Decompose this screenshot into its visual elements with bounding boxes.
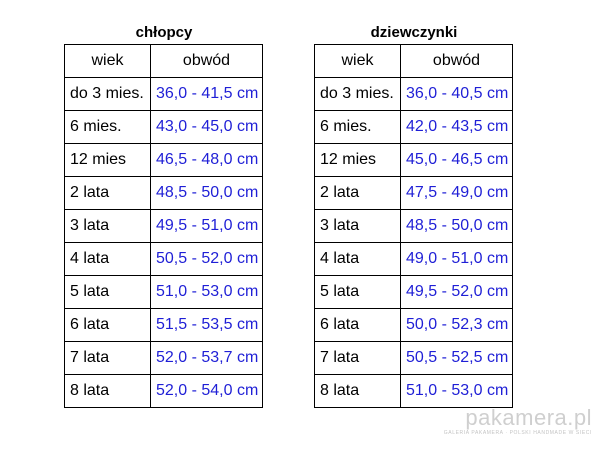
pakamera-watermark: pakamera.pl GALERIA PAKAMERA · POLSKI HA…: [432, 405, 592, 436]
table-row: 6 lata 50,0 - 52,3 cm: [314, 308, 513, 342]
boys-size-table: wiek obwód do 3 mies. 36,0 - 41,5 cm 6 mies.…: [64, 44, 263, 408]
table-row: 7 lata 50,5 - 52,5 cm: [314, 341, 513, 375]
table-row: 5 lata 51,0 - 53,0 cm: [64, 275, 263, 309]
table-row: 8 lata 52,0 - 54,0 cm: [64, 374, 263, 408]
table-row: 5 lata 49,5 - 52,0 cm: [314, 275, 513, 309]
circumference-cell: 36,0 - 41,5 cm: [150, 77, 263, 111]
age-cell: 3 lata: [64, 209, 151, 243]
circumference-cell: 50,5 - 52,5 cm: [400, 341, 513, 375]
circumference-cell: 43,0 - 45,0 cm: [150, 110, 263, 144]
table-row: 2 lata 48,5 - 50,0 cm: [64, 176, 263, 210]
circumference-cell: 42,0 - 43,5 cm: [400, 110, 513, 144]
circumference-cell: 50,0 - 52,3 cm: [400, 308, 513, 342]
age-cell: 6 lata: [314, 308, 401, 342]
age-cell: 2 lata: [314, 176, 401, 210]
age-cell: 2 lata: [64, 176, 151, 210]
age-cell: 12 mies: [314, 143, 401, 177]
table-row: 3 lata 48,5 - 50,0 cm: [314, 209, 513, 243]
age-cell: 12 mies: [64, 143, 151, 177]
watermark-logo: pakamera.pl: [465, 405, 592, 430]
age-cell: 7 lata: [64, 341, 151, 375]
age-cell: 6 lata: [64, 308, 151, 342]
circumference-cell: 46,5 - 48,0 cm: [150, 143, 263, 177]
girls-panel: dziewczynki wiek obwód do 3 mies. 36,0 - 40…: [314, 22, 513, 408]
table-row: 6 lata 51,5 - 53,5 cm: [64, 308, 263, 342]
age-cell: 4 lata: [314, 242, 401, 276]
circumference-cell: 52,0 - 54,0 cm: [150, 374, 263, 408]
table-row: 3 lata 49,5 - 51,0 cm: [64, 209, 263, 243]
circumference-cell: 50,5 - 52,0 cm: [150, 242, 263, 276]
table-row: 2 lata 47,5 - 49,0 cm: [314, 176, 513, 210]
circumference-cell: 51,0 - 53,0 cm: [400, 374, 513, 408]
age-cell: 8 lata: [64, 374, 151, 408]
circumference-cell: 47,5 - 49,0 cm: [400, 176, 513, 210]
circumference-cell: 49,0 - 51,0 cm: [400, 242, 513, 276]
circumference-cell: 45,0 - 46,5 cm: [400, 143, 513, 177]
girls-title: dziewczynki: [370, 24, 458, 41]
age-cell: do 3 mies.: [64, 77, 151, 111]
age-cell: 3 lata: [314, 209, 401, 243]
age-cell: 5 lata: [314, 275, 401, 309]
header-age: wiek: [314, 44, 401, 78]
table-row: 12 mies 46,5 - 48,0 cm: [64, 143, 263, 177]
table-row: do 3 mies. 36,0 - 41,5 cm: [64, 77, 263, 111]
age-cell: 4 lata: [64, 242, 151, 276]
header-circumference: obwód: [400, 44, 513, 78]
header-circumference: obwód: [150, 44, 263, 78]
circumference-cell: 49,5 - 51,0 cm: [150, 209, 263, 243]
table-row: 12 mies 45,0 - 46,5 cm: [314, 143, 513, 177]
table-row: 6 mies. 43,0 - 45,0 cm: [64, 110, 263, 144]
table-header-row: wiek obwód: [64, 44, 263, 78]
circumference-cell: 48,5 - 50,0 cm: [400, 209, 513, 243]
circumference-cell: 51,0 - 53,0 cm: [150, 275, 263, 309]
circumference-cell: 36,0 - 40,5 cm: [400, 77, 513, 111]
watermark-subtitle: GALERIA PAKAMERA · POLSKI HANDMADE W SIE…: [443, 430, 592, 436]
table-row: 4 lata 50,5 - 52,0 cm: [64, 242, 263, 276]
circumference-cell: 49,5 - 52,0 cm: [400, 275, 513, 309]
table-row: 4 lata 49,0 - 51,0 cm: [314, 242, 513, 276]
circumference-cell: 52,0 - 53,7 cm: [150, 341, 263, 375]
table-row: 8 lata 51,0 - 53,0 cm: [314, 374, 513, 408]
circumference-cell: 48,5 - 50,0 cm: [150, 176, 263, 210]
age-cell: 7 lata: [314, 341, 401, 375]
table-row: 7 lata 52,0 - 53,7 cm: [64, 341, 263, 375]
table-row: 6 mies. 42,0 - 43,5 cm: [314, 110, 513, 144]
table-row: do 3 mies. 36,0 - 40,5 cm: [314, 77, 513, 111]
header-age: wiek: [64, 44, 151, 78]
table-header-row: wiek obwód: [314, 44, 513, 78]
age-cell: 6 mies.: [64, 110, 151, 144]
circumference-cell: 51,5 - 53,5 cm: [150, 308, 263, 342]
boys-title: chłopcy: [135, 24, 193, 41]
boys-panel: chłopcy wiek obwód do 3 mies. 36,0 - 41,5 c…: [64, 22, 263, 408]
girls-size-table: wiek obwód do 3 mies. 36,0 - 40,5 cm 6 mies.…: [314, 44, 513, 408]
age-cell: 6 mies.: [314, 110, 401, 144]
age-cell: 8 lata: [314, 374, 401, 408]
age-cell: 5 lata: [64, 275, 151, 309]
age-cell: do 3 mies.: [314, 77, 401, 111]
